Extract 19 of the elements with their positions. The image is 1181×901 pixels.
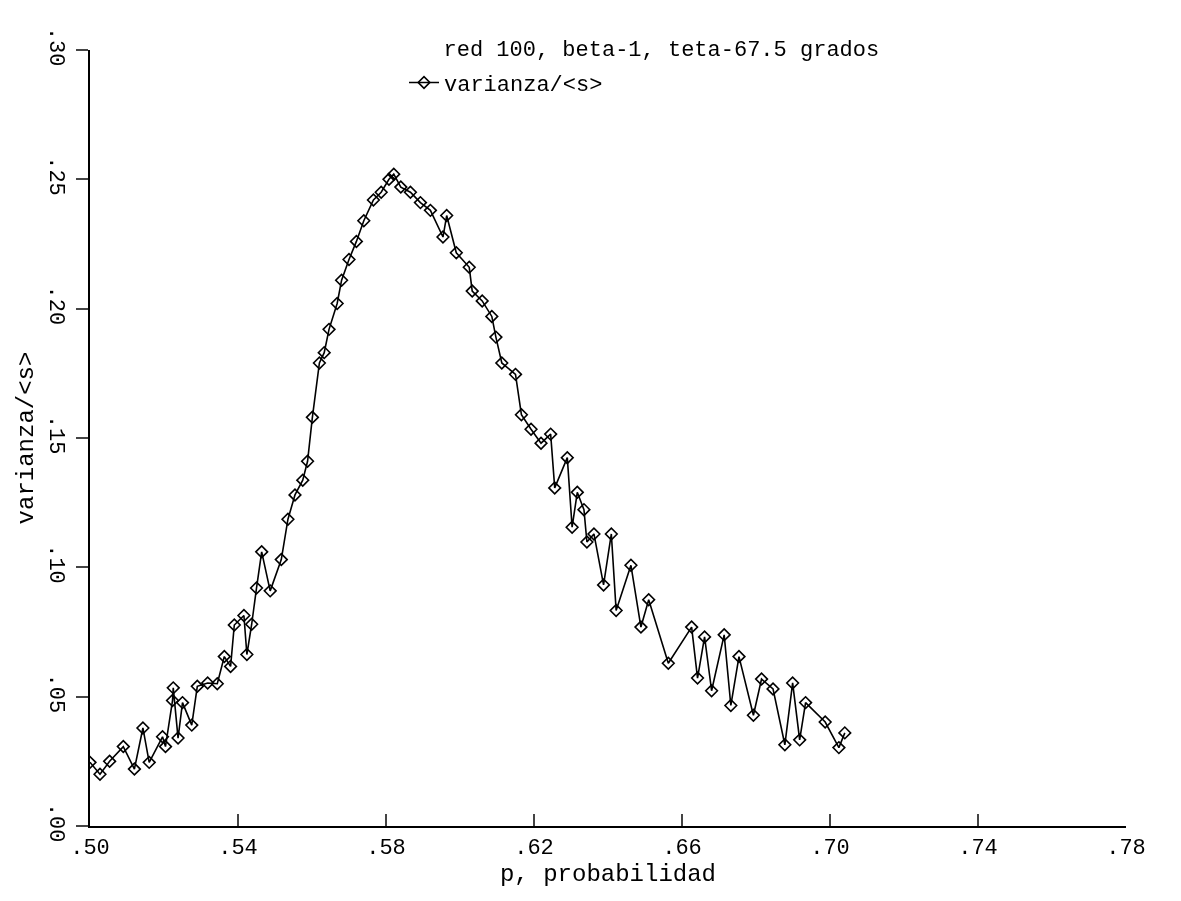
y-tick-label: .25 [42, 156, 68, 196]
y-tick-label: .05 [42, 673, 68, 714]
y-tick-label: .20 [42, 285, 68, 326]
x-tick-label: .50 [70, 836, 110, 862]
x-tick-label: .66 [662, 836, 702, 862]
y-tick-label: .15 [42, 414, 68, 455]
x-axis-title: p, probabilidad [499, 861, 717, 889]
legend-label: varianza/<s> [444, 73, 603, 99]
y-axis-title: varianza/<s> [13, 351, 41, 525]
x-tick-label: .74 [958, 836, 998, 862]
x-tick-label: .70 [810, 836, 850, 862]
y-tick-label: .10 [42, 544, 68, 584]
x-tick-label: .54 [218, 836, 258, 862]
y-tick-label: .00 [42, 802, 68, 843]
chart-title: red 100, beta-1, teta-67.5 grados [443, 37, 880, 63]
x-tick-label: .58 [366, 836, 406, 862]
x-tick-label: .62 [514, 836, 554, 862]
x-tick-label: .78 [1106, 836, 1146, 862]
y-tick-label: .30 [42, 26, 68, 67]
